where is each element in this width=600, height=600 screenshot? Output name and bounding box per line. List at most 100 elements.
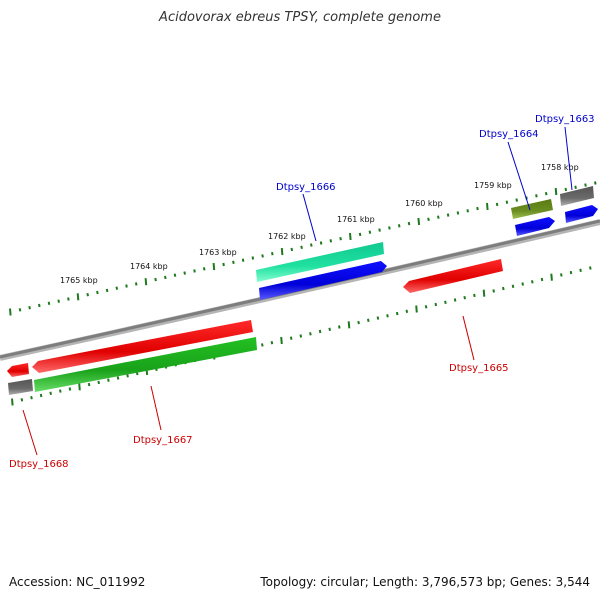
minor-tick xyxy=(30,396,33,400)
major-tick xyxy=(550,273,553,281)
minor-tick xyxy=(261,343,264,347)
minor-tick xyxy=(505,200,509,204)
minor-tick xyxy=(397,224,401,228)
minor-tick xyxy=(134,282,138,286)
major-tick xyxy=(349,232,352,241)
major-tick xyxy=(415,305,418,313)
minor-tick xyxy=(495,202,499,207)
minor-tick xyxy=(444,300,447,304)
minor-tick xyxy=(388,226,391,230)
map-title: Acidovorax ebreus TPSY, complete genome xyxy=(159,10,441,25)
minor-tick xyxy=(502,286,505,291)
tick-label: 1761 kbp xyxy=(337,215,375,224)
gene-label-dtpsy-1666[interactable]: Dtpsy_1666 xyxy=(276,182,336,193)
feature-red-long[interactable] xyxy=(32,320,253,373)
minor-tick xyxy=(569,270,573,275)
feature-gray-upper[interactable] xyxy=(560,186,594,206)
minor-tick xyxy=(125,284,128,288)
minor-tick xyxy=(540,277,544,282)
tick-label: 1763 kbp xyxy=(199,248,237,257)
feature-gray-lower[interactable] xyxy=(8,379,33,395)
minor-tick xyxy=(154,277,157,282)
minor-tick xyxy=(164,275,167,280)
minor-tick xyxy=(68,387,72,391)
minor-tick xyxy=(270,341,274,345)
minor-tick xyxy=(434,302,438,307)
minor-tick xyxy=(115,286,119,290)
minor-tick xyxy=(87,382,91,387)
minor-tick xyxy=(446,213,450,217)
feature-teal[interactable] xyxy=(256,242,384,282)
gene-label-dtpsy-1664[interactable]: Dtpsy_1664 xyxy=(479,129,539,140)
gene-label-dtpsy-1667[interactable]: Dtpsy_1667 xyxy=(133,435,193,446)
callout-line xyxy=(22,409,38,456)
tick-label: 1764 kbp xyxy=(130,262,168,271)
minor-tick xyxy=(39,393,43,398)
major-tick xyxy=(78,383,81,391)
major-tick xyxy=(417,217,421,226)
minor-tick xyxy=(328,327,331,331)
feature-olive[interactable] xyxy=(511,199,553,219)
minor-tick xyxy=(594,181,597,185)
minor-tick xyxy=(544,192,548,196)
minor-tick xyxy=(358,232,362,237)
minor-tick xyxy=(589,266,592,270)
callout-line xyxy=(302,193,317,242)
minor-tick xyxy=(193,269,196,273)
minor-tick xyxy=(424,305,428,309)
gene-dtpsy-1667-bar[interactable] xyxy=(34,337,257,392)
major-tick xyxy=(212,263,216,271)
minor-tick xyxy=(466,209,469,213)
major-tick xyxy=(347,321,351,329)
minor-tick xyxy=(202,267,206,271)
minor-tick xyxy=(299,334,303,338)
minor-tick xyxy=(463,296,466,300)
gene-dtpsy-1668-arrow[interactable] xyxy=(7,363,29,377)
minor-tick xyxy=(59,389,62,393)
minor-tick xyxy=(222,262,225,267)
accession-text: Accession: NC_011992 xyxy=(9,575,146,589)
major-tick xyxy=(9,308,12,316)
minor-tick xyxy=(405,309,409,313)
minor-tick xyxy=(492,289,495,293)
minor-tick xyxy=(515,198,518,202)
gene-dtpsy-1663-arrow[interactable] xyxy=(565,205,598,223)
minor-tick xyxy=(535,194,538,198)
gene-label-dtpsy-1665[interactable]: Dtpsy_1665 xyxy=(449,363,509,374)
gene-dtpsy-1664-arrow[interactable] xyxy=(515,217,555,236)
minor-tick xyxy=(367,318,370,322)
minor-tick xyxy=(96,290,99,295)
tick-label: 1758 kbp xyxy=(541,163,579,172)
tick-label: 1759 kbp xyxy=(474,181,512,190)
minor-tick xyxy=(437,215,440,219)
minor-tick xyxy=(476,206,479,211)
minor-tick xyxy=(386,314,389,318)
minor-tick xyxy=(339,237,342,241)
minor-tick xyxy=(329,239,333,243)
minor-tick xyxy=(20,398,24,402)
minor-tick xyxy=(473,293,476,298)
gene-label-dtpsy-1668[interactable]: Dtpsy_1668 xyxy=(9,459,69,470)
minor-tick xyxy=(338,325,341,329)
minor-tick xyxy=(183,271,186,275)
minor-tick xyxy=(531,280,534,284)
major-tick xyxy=(280,336,283,345)
minor-tick xyxy=(300,245,303,249)
minor-tick xyxy=(453,298,457,302)
minor-tick xyxy=(395,311,399,316)
major-tick xyxy=(11,398,14,406)
minor-tick xyxy=(407,221,411,226)
gene-dtpsy-1665-arrow[interactable] xyxy=(403,259,503,293)
minor-tick xyxy=(290,247,294,252)
minor-tick xyxy=(521,282,524,286)
gene-dtpsy-1666-arrow[interactable] xyxy=(259,261,387,300)
minor-tick xyxy=(107,378,110,382)
tick-label: 1760 kbp xyxy=(405,199,443,208)
callout-line xyxy=(462,315,475,361)
minor-tick xyxy=(579,268,582,272)
callout-line xyxy=(564,126,573,191)
major-tick xyxy=(280,248,284,256)
minor-tick xyxy=(560,273,563,277)
gene-label-dtpsy-1663[interactable]: Dtpsy_1663 xyxy=(535,114,595,125)
minor-tick xyxy=(28,306,31,310)
